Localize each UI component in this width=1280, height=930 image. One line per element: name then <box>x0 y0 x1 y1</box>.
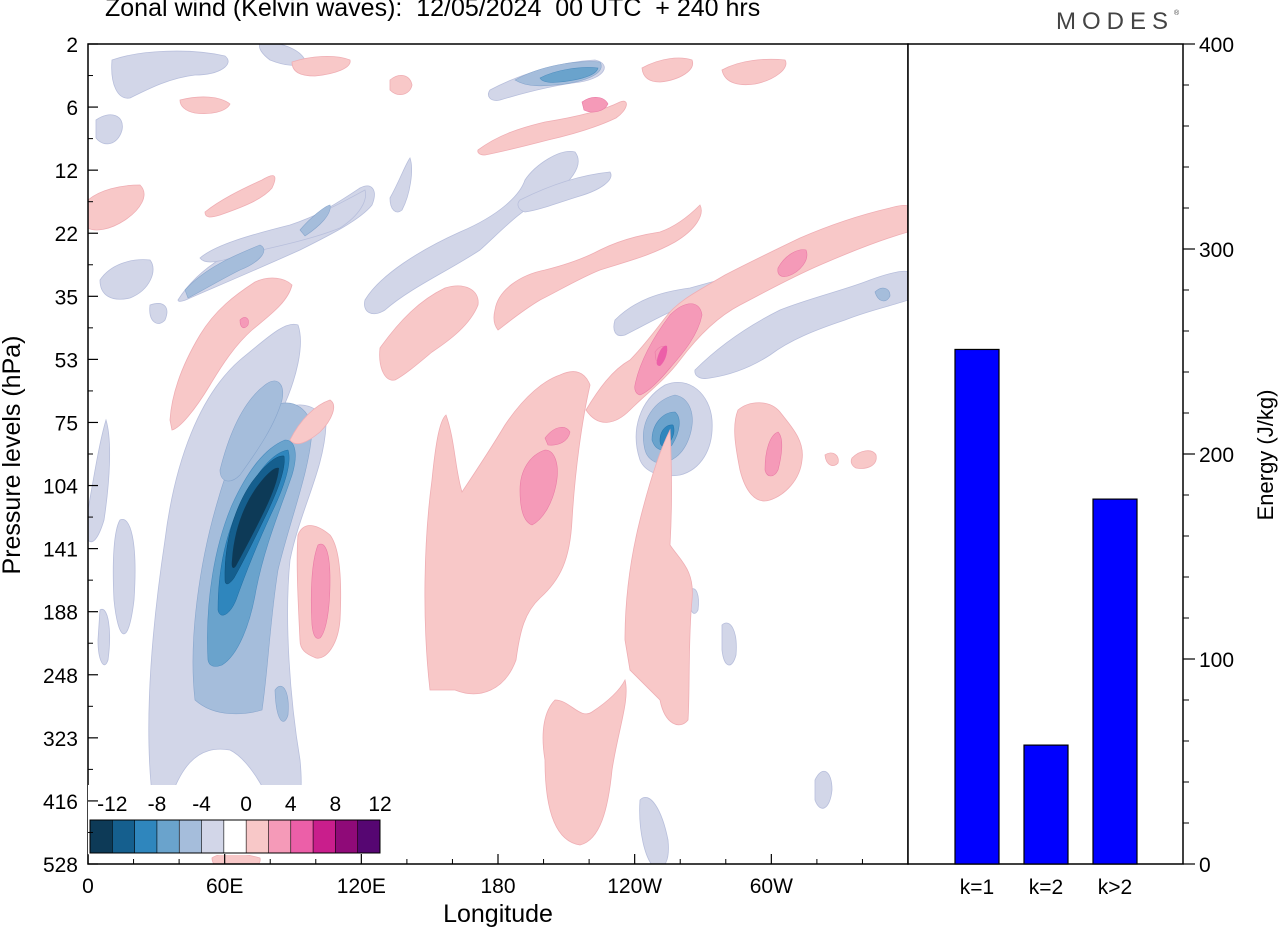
colorbar-labels: -12 -8 -4 0 4 8 12 <box>97 793 392 816</box>
colorbar-legend: -12 -8 -4 0 4 8 12 <box>88 785 392 855</box>
colorbar-cell <box>90 820 113 853</box>
colorbar-cell <box>134 820 158 853</box>
contour-plot <box>87 43 909 865</box>
energy-bar-chart: 0 100 200 300 400 k=1 k=2 k>2 Energy (J/kg) <box>907 34 1278 899</box>
colorbar-cell <box>290 820 314 853</box>
energy-bar-3 <box>1092 498 1138 865</box>
x-tick-label: 180 <box>480 875 515 898</box>
y-tick-label: 141 <box>43 539 78 562</box>
colorbar-tick-label: -8 <box>148 793 167 816</box>
energy-y-axis: 0 100 200 300 400 <box>1183 34 1234 877</box>
energy-category-label: k>2 <box>1098 876 1132 899</box>
brand-logo: MODES® <box>1056 8 1179 36</box>
positive-anomaly-medium <box>239 97 808 639</box>
colorbar-cell <box>112 820 136 853</box>
energy-category-label: k=1 <box>960 876 994 899</box>
colorbar-cell <box>268 820 292 853</box>
energy-x-axis: k=1 k=2 k>2 <box>960 876 1132 899</box>
energy-category-label: k=2 <box>1029 876 1063 899</box>
colorbar-tick-label: -4 <box>192 793 211 816</box>
energy-chart-frame <box>907 43 1184 865</box>
colorbar-cells <box>90 820 381 853</box>
y-tick-label: 75 <box>55 412 78 435</box>
x-tick-label: 60W <box>750 875 793 898</box>
colorbar-tick-label: -12 <box>97 793 127 816</box>
x-axis-longitude: 0 60E 120E 180 120W 60W <box>82 854 863 898</box>
x-tick-label: 120E <box>337 875 386 898</box>
colorbar-tick-label: 12 <box>368 793 391 816</box>
x-tick-label: 120W <box>607 875 662 898</box>
y-tick-label: 104 <box>43 476 78 499</box>
energy-bar-1 <box>954 348 1000 865</box>
energy-tick-label: 0 <box>1199 854 1211 877</box>
positive-anomaly-strong <box>656 345 668 366</box>
colorbar-cell <box>357 820 381 853</box>
colorbar-cell <box>313 820 336 853</box>
y-axis-title: Pressure levels (hPa) <box>0 336 26 575</box>
colorbar-cell <box>246 820 269 853</box>
y-tick-label: 6 <box>66 97 78 120</box>
energy-tick-label: 100 <box>1199 649 1234 672</box>
energy-tick-label: 200 <box>1199 444 1234 467</box>
colorbar-cell <box>179 820 203 853</box>
energy-axis-title: Energy (J/kg) <box>1253 390 1278 521</box>
negative-anomaly-core <box>231 467 279 568</box>
brand-name: MODES <box>1056 8 1175 35</box>
colorbar-cell <box>223 820 247 853</box>
y-tick-label: 528 <box>43 854 78 877</box>
page-title: Zonal wind (Kelvin waves): 12/05/2024 00… <box>105 0 761 22</box>
colorbar-cell <box>201 820 225 853</box>
y-tick-label: 188 <box>43 602 78 625</box>
energy-tick-label: 400 <box>1199 34 1234 57</box>
colorbar-cell <box>335 820 359 853</box>
x-axis-title: Longitude <box>443 900 553 928</box>
colorbar-tick-label: 0 <box>240 793 252 816</box>
y-tick-label: 323 <box>43 728 78 751</box>
y-tick-label: 22 <box>55 223 78 246</box>
contour-fields <box>88 44 908 864</box>
colorbar-cell <box>156 820 180 853</box>
y-tick-label: 53 <box>55 349 78 372</box>
y-tick-label: 248 <box>43 665 78 688</box>
x-tick-label: 0 <box>82 875 94 898</box>
y-tick-label: 12 <box>55 160 78 183</box>
colorbar-tick-label: 8 <box>330 793 342 816</box>
energy-bar-2 <box>1023 744 1069 865</box>
y-tick-label: 35 <box>55 286 78 309</box>
brand-mark: ® <box>1174 10 1180 17</box>
y-tick-label: 2 <box>66 34 78 57</box>
colorbar-frame <box>89 819 381 854</box>
energy-bars <box>954 348 1138 865</box>
y-tick-label: 416 <box>43 791 78 814</box>
x-tick-label: 60E <box>206 875 243 898</box>
y-axis-pressure: 2 6 12 22 35 53 75 104 141 188 248 323 416 528 <box>43 34 98 877</box>
colorbar-tick-label: 4 <box>285 793 297 816</box>
energy-tick-label: 300 <box>1199 239 1234 262</box>
